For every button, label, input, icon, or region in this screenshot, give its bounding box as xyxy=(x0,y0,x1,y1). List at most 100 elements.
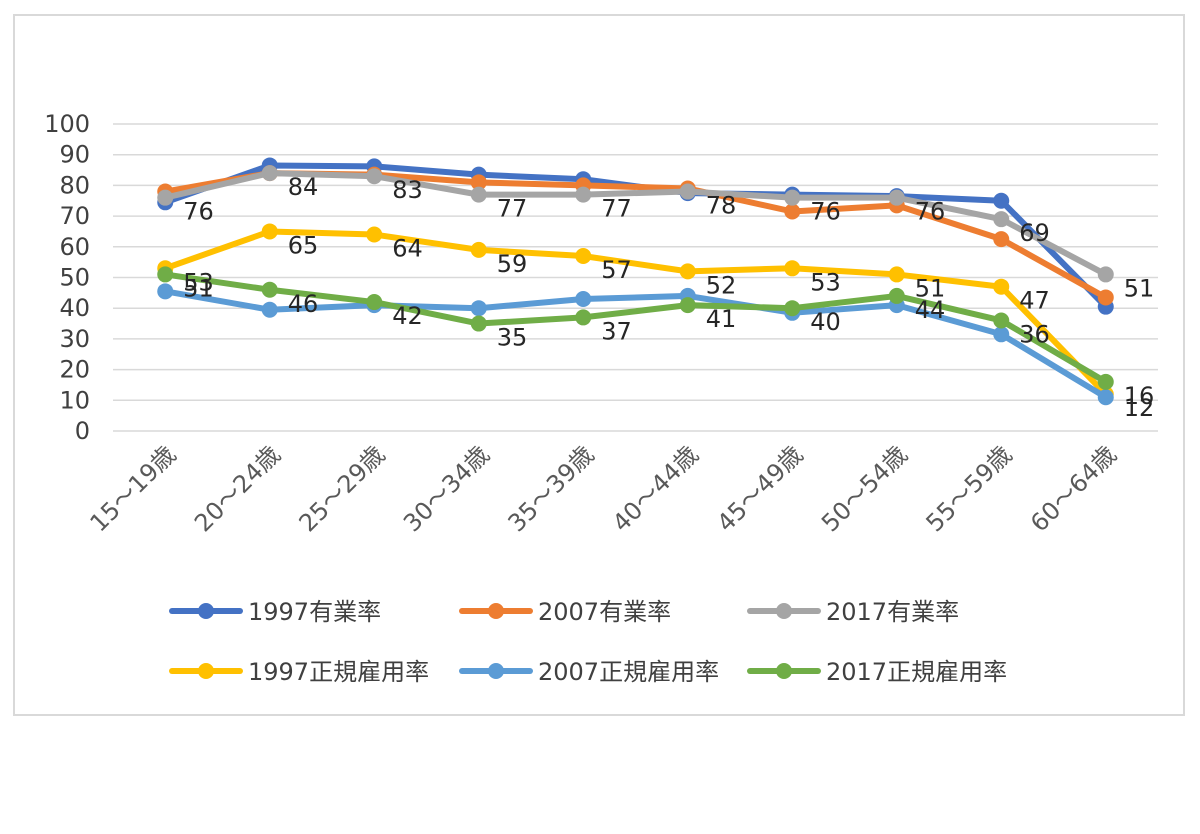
data-point xyxy=(784,189,801,206)
data-label: 51 xyxy=(915,274,946,302)
data-point xyxy=(993,312,1010,329)
legend-marker xyxy=(488,663,504,679)
data-point xyxy=(784,260,801,277)
data-point xyxy=(784,300,801,317)
data-point xyxy=(679,263,696,280)
y-tick-label: 40 xyxy=(59,294,90,322)
legend-item: 2007正規雇用率 xyxy=(459,658,719,686)
series-6 xyxy=(157,266,1114,390)
series-line xyxy=(162,288,1109,401)
x-tick-label: 35～39歳 xyxy=(503,440,600,537)
legend-label: 2017正規雇用率 xyxy=(826,658,1007,686)
data-point xyxy=(366,226,383,243)
legend-marker xyxy=(198,663,214,679)
legend-marker xyxy=(198,603,214,619)
data-point xyxy=(888,266,905,283)
x-tick-label: 45～49歳 xyxy=(712,440,809,537)
legend-marker xyxy=(776,603,792,619)
data-point xyxy=(261,301,278,318)
data-point xyxy=(470,300,487,317)
legend-label: 2007有業率 xyxy=(538,598,671,626)
data-point xyxy=(575,309,592,326)
data-label: 35 xyxy=(497,324,528,352)
x-tick-label: 15～19歳 xyxy=(85,440,182,537)
data-label: 65 xyxy=(288,231,319,259)
legend-item: 2007有業率 xyxy=(459,598,671,626)
data-label: 46 xyxy=(288,290,319,318)
data-label: 77 xyxy=(497,195,528,223)
data-label: 77 xyxy=(601,195,632,223)
data-label: 53 xyxy=(810,268,841,296)
data-label: 52 xyxy=(706,271,737,299)
data-label: 69 xyxy=(1019,219,1050,247)
data-label: 78 xyxy=(706,192,737,220)
series-line xyxy=(162,228,1109,398)
data-label: 47 xyxy=(1019,287,1050,315)
y-tick-label: 90 xyxy=(59,141,90,169)
x-tick-label: 30～34歳 xyxy=(398,440,495,537)
data-label: 76 xyxy=(915,198,946,226)
legend-marker xyxy=(776,663,792,679)
data-point xyxy=(470,186,487,203)
legend-label: 2017有業率 xyxy=(826,598,959,626)
data-point xyxy=(470,241,487,258)
data-point xyxy=(993,211,1010,228)
data-point xyxy=(679,183,696,200)
y-tick-label: 60 xyxy=(59,233,90,261)
x-tick-label: 50～54歳 xyxy=(816,440,913,537)
x-tick-label: 40～44歳 xyxy=(607,440,704,537)
y-tick-label: 0 xyxy=(75,417,90,445)
series-line xyxy=(162,170,1109,278)
data-point xyxy=(888,287,905,304)
data-point xyxy=(366,168,383,185)
data-point xyxy=(157,283,174,300)
data-point xyxy=(575,248,592,265)
data-label: 16 xyxy=(1124,382,1155,410)
data-label: 59 xyxy=(497,250,528,278)
legend-item: 1997正規雇用率 xyxy=(169,658,429,686)
legend-item: 1997有業率 xyxy=(169,598,381,626)
series-4 xyxy=(157,223,1114,403)
legend-label: 1997正規雇用率 xyxy=(248,658,429,686)
data-point xyxy=(888,189,905,206)
data-point xyxy=(1097,373,1114,390)
data-point xyxy=(157,266,174,283)
data-label: 64 xyxy=(392,235,423,263)
data-point xyxy=(784,203,801,220)
x-tick-label: 25～29歳 xyxy=(294,440,391,537)
data-label: 51 xyxy=(183,274,214,302)
data-label: 53 xyxy=(183,268,214,296)
data-label: 76 xyxy=(183,198,214,226)
data-label: 37 xyxy=(601,317,632,345)
series-line xyxy=(162,271,1109,385)
data-point xyxy=(470,315,487,332)
legend: 1997有業率 2007有業率 2017有業率 1997正規雇用率 2007正規雇用率 2… xyxy=(169,598,1007,686)
y-tick-label: 70 xyxy=(59,202,90,230)
data-point xyxy=(575,290,592,307)
series-3 xyxy=(157,165,1114,283)
legend-item: 2017有業率 xyxy=(747,598,959,626)
chart-area xyxy=(13,14,1185,716)
x-tick-label: 55～59歳 xyxy=(921,440,1018,537)
legend-item: 2017正規雇用率 xyxy=(747,658,1007,686)
data-point xyxy=(366,294,383,311)
y-tick-label: 10 xyxy=(59,386,90,414)
data-point xyxy=(261,165,278,182)
data-point xyxy=(1097,289,1114,306)
data-point xyxy=(993,231,1010,248)
data-label: 57 xyxy=(601,256,632,284)
x-tick-label: 20～24歳 xyxy=(189,440,286,537)
data-label: 42 xyxy=(392,302,423,330)
data-point xyxy=(993,192,1010,209)
legend-marker xyxy=(488,603,504,619)
data-label: 41 xyxy=(706,305,737,333)
data-point xyxy=(261,223,278,240)
data-label: 40 xyxy=(810,308,841,336)
data-point xyxy=(470,174,487,191)
data-point xyxy=(679,297,696,314)
y-tick-label: 100 xyxy=(44,110,90,138)
data-point xyxy=(261,281,278,298)
series-5 xyxy=(157,283,1114,406)
data-label: 51 xyxy=(1124,274,1155,302)
